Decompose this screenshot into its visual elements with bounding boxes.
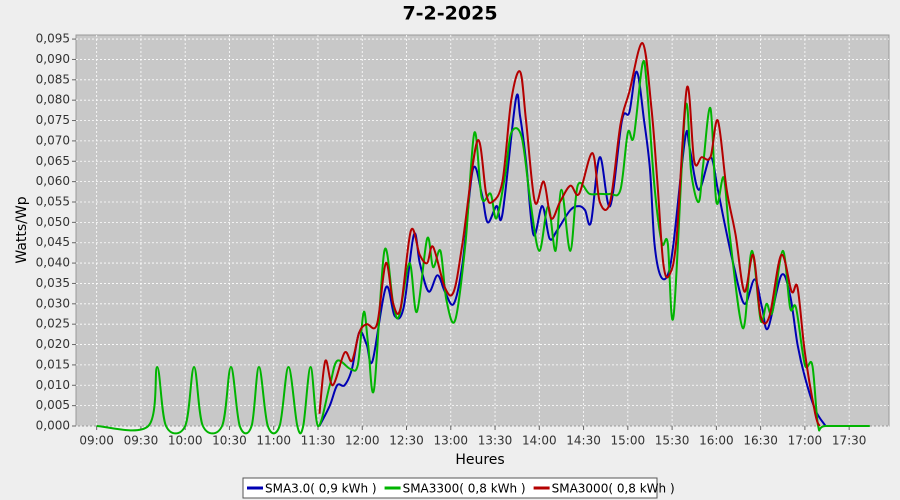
x-tick-label: 15:00 xyxy=(611,434,646,448)
y-tick-label: 0,065 xyxy=(36,154,70,168)
y-axis-label: Watts/Wp xyxy=(14,196,30,263)
x-tick-label: 12:00 xyxy=(345,434,380,448)
y-tick-label: 0,005 xyxy=(36,398,70,412)
x-tick-label: 13:30 xyxy=(478,434,513,448)
x-tick-label: 17:00 xyxy=(788,434,823,448)
x-tick-label: 12:30 xyxy=(389,434,424,448)
legend-label: SMA3300( 0,8 kWh ) xyxy=(403,482,526,496)
y-tick-label: 0,090 xyxy=(36,52,70,66)
legend xyxy=(242,477,658,499)
y-tick-label: 0,095 xyxy=(36,32,70,46)
x-tick-label: 09:30 xyxy=(124,434,159,448)
y-tick-label: 0,025 xyxy=(36,317,70,331)
plot-area xyxy=(75,34,890,427)
x-tick-label: 11:00 xyxy=(256,434,291,448)
y-tick-label: 0,040 xyxy=(36,256,70,270)
x-tick-label: 16:30 xyxy=(743,434,778,448)
y-tick-label: 0,000 xyxy=(36,419,70,433)
x-tick-label: 11:30 xyxy=(301,434,336,448)
series-line xyxy=(318,42,821,427)
lines xyxy=(96,42,870,435)
x-tick-label: 17:30 xyxy=(832,434,867,448)
x-tick-label: 09:00 xyxy=(79,434,114,448)
y-tick-label: 0,010 xyxy=(36,378,70,392)
x-tick-label: 10:00 xyxy=(168,434,203,448)
y-tick-label: 0,060 xyxy=(36,174,70,188)
y-tick-label: 0,055 xyxy=(36,194,70,208)
y-tick-label: 0,080 xyxy=(36,93,70,107)
y-tick-label: 0,015 xyxy=(36,357,70,371)
x-tick-label: 16:00 xyxy=(699,434,734,448)
chart-title: 7-2-2025 xyxy=(402,3,497,25)
x-tick-label: 15:30 xyxy=(655,434,690,448)
legend-label: SMA3.0( 0,9 kWh ) xyxy=(265,482,377,496)
x-tick-label: 10:30 xyxy=(212,434,247,448)
x-tick-label: 14:30 xyxy=(566,434,601,448)
x-tick-label: 13:00 xyxy=(433,434,468,448)
x-tick-label: 14:00 xyxy=(522,434,557,448)
y-tick-label: 0,030 xyxy=(36,296,70,310)
y-tick-label: 0,045 xyxy=(36,235,70,249)
x-axis-label: Heures xyxy=(455,452,504,468)
y-tick-label: 0,075 xyxy=(36,113,70,127)
y-tick-label: 0,050 xyxy=(36,215,70,229)
y-tick-label: 0,035 xyxy=(36,276,70,290)
series-line xyxy=(96,60,870,435)
y-tick-label: 0,070 xyxy=(36,133,70,147)
y-tick-label: 0,020 xyxy=(36,337,70,351)
legend-items: SMA3.0( 0,9 kWh ) SMA3300( 0,8 kWh ) SMA30… xyxy=(247,482,675,496)
y-tick-label: 0,085 xyxy=(36,72,70,86)
legend-label: SMA3000( 0,8 kWh ) xyxy=(552,482,675,496)
